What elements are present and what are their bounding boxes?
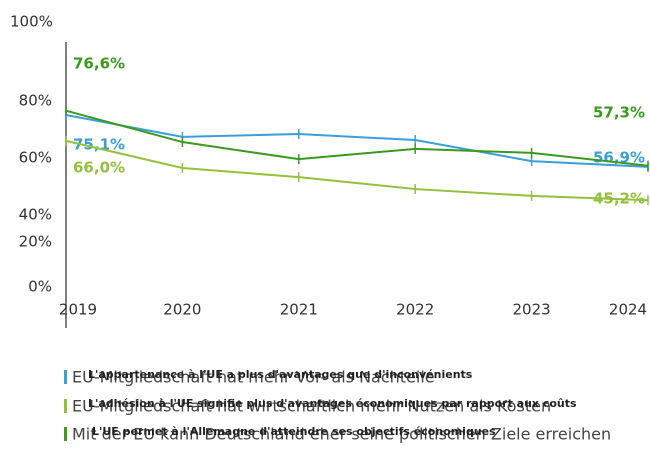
- line: [65, 139, 649, 202]
- y-tick-label: 40%: [19, 206, 52, 224]
- value-label: 66,0%: [73, 159, 125, 177]
- x-tick-label: 2019: [59, 301, 97, 319]
- x-tick-label: 2021: [280, 301, 318, 319]
- legend-label-fr: L'appartenance à l'UE a plus d'avantages…: [88, 368, 473, 381]
- x-tick-label: 2023: [513, 301, 551, 319]
- legend-marker: [64, 427, 67, 441]
- value-label: 76,6%: [73, 55, 125, 73]
- legend-marker: [64, 399, 67, 413]
- x-tick-label: 2024: [609, 301, 647, 319]
- value-label: 45,2%: [593, 190, 645, 208]
- legend-label-fr: L'adhésion à l'UE signifie plus d'avanta…: [88, 397, 577, 410]
- y-tick-label: 20%: [19, 233, 52, 251]
- y-tick-label: 80%: [19, 92, 52, 110]
- x-tick-label: 2020: [163, 301, 201, 319]
- legend-marker: [64, 370, 67, 384]
- value-label: 57,3%: [593, 104, 645, 122]
- line: [65, 109, 649, 167]
- y-tick-label: 0%: [28, 278, 52, 296]
- value-label: 75,1%: [73, 136, 125, 154]
- y-tick-label: 100%: [10, 13, 53, 31]
- legend-label-fr: L'UE permet à l'Allemagne d'atteindre se…: [92, 425, 496, 438]
- legend-label: EU-Mitgliedschaft hat wirtschaftlich meh…: [72, 397, 551, 416]
- legend-label: Mit der EU kann Deutschland eher seine p…: [72, 425, 611, 444]
- x-tick-label: 2022: [396, 301, 434, 319]
- line: [65, 113, 649, 168]
- legend-label: EU-Mitgliedschaft hat mehr Vor- als Nach…: [72, 368, 435, 387]
- y-tick-label: 60%: [19, 149, 52, 167]
